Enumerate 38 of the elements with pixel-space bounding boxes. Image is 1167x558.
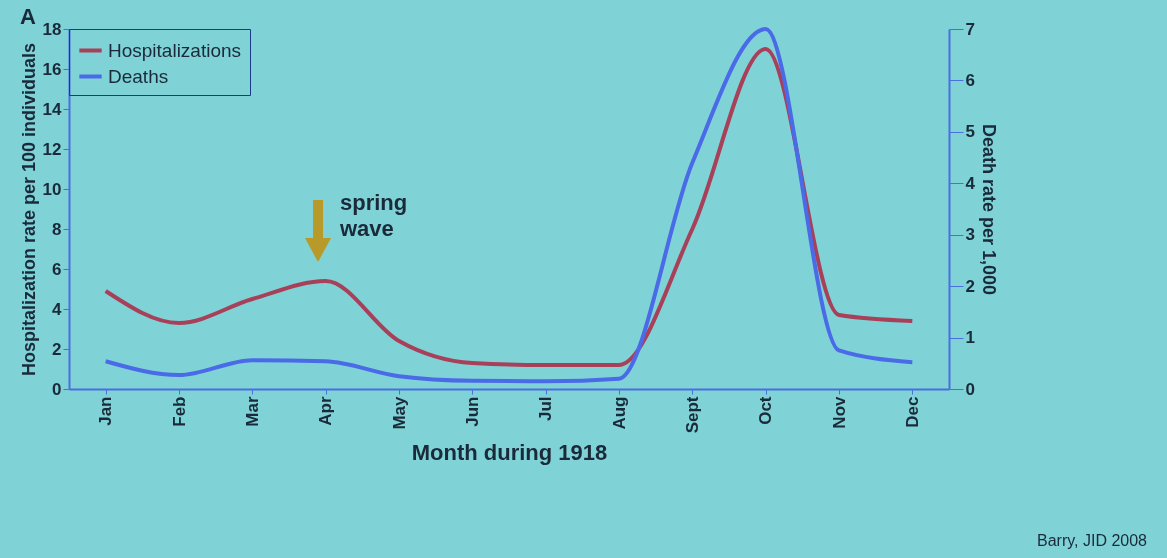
y2-tick-label: 4 — [965, 173, 976, 193]
x-axis-title: Month during 1918 — [411, 440, 608, 466]
x-tick-label: May — [389, 395, 409, 430]
x-tick-label: Feb — [169, 396, 189, 427]
legend-label: Hospitalizations — [108, 39, 242, 61]
y2-tick-label: 0 — [965, 379, 975, 399]
y-tick-label: 2 — [52, 339, 62, 359]
x-tick-label: Jul — [536, 396, 556, 422]
annotation: spring wave — [340, 190, 409, 242]
y2-axis-title: Death rate per 1,000 — [978, 123, 999, 296]
x-tick-label: Oct — [756, 396, 776, 425]
x-tick-label: Sept — [682, 396, 702, 434]
y-tick-label: 4 — [52, 299, 63, 319]
y-tick-label: 14 — [42, 99, 63, 119]
x-tick-label: Apr — [316, 396, 336, 426]
y-axis-title: Hospitalization rate per 100 individuals — [18, 42, 39, 377]
y-tick-label: 0 — [52, 379, 62, 399]
y-tick-label: 12 — [42, 139, 62, 159]
y2-tick-label: 2 — [965, 276, 975, 296]
y2-tick-label: 7 — [965, 19, 975, 39]
y-tick-label: 6 — [52, 259, 62, 279]
x-tick-label: Jun — [462, 396, 482, 427]
x-tick-label: Dec — [902, 396, 922, 428]
legend-label: Deaths — [108, 65, 169, 87]
text: Barry, JID 2008 — [1037, 532, 1147, 550]
y2-tick-label: 6 — [965, 70, 975, 90]
x-tick-label: Jan — [96, 396, 116, 426]
y-tick-label: 16 — [42, 59, 62, 79]
x-tick-label: Mar — [242, 396, 262, 427]
y2-tick-label: 1 — [965, 328, 975, 348]
y2-tick-label: 5 — [965, 122, 975, 142]
y-tick-label: 8 — [52, 219, 62, 239]
y2-tick-label: 3 — [965, 225, 975, 245]
text: A — [20, 4, 36, 30]
y-tick-label: 10 — [42, 179, 62, 199]
y-tick-label: 18 — [42, 19, 62, 39]
x-tick-label: Nov — [829, 395, 849, 429]
x-tick-label: Aug — [609, 396, 629, 430]
